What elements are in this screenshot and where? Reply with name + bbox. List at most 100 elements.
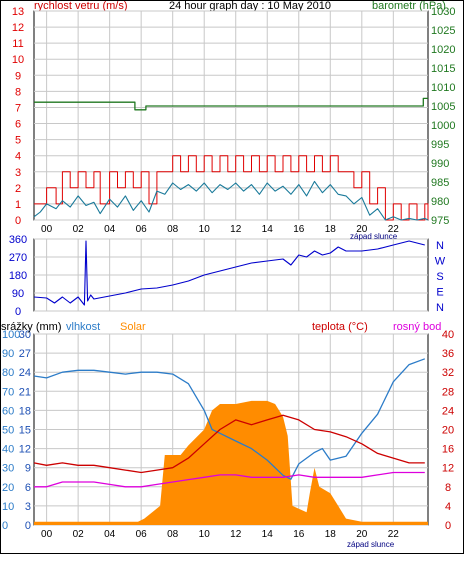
wind-speed-tick-label: 13 (12, 6, 24, 18)
wind-speed-tick-label: 10 (12, 54, 24, 66)
humidity-line (33, 358, 426, 480)
top-x-tick-label: 20 (356, 224, 368, 235)
wind-direction-line (33, 240, 425, 306)
bottom-x-tick-label: 20 (356, 529, 368, 540)
temperature-tick-label: 28 (442, 386, 454, 398)
humidity-tick-label: 60 (2, 405, 14, 417)
sunset-label-bottom: západ slunce (347, 540, 395, 549)
dewpoint-line (34, 471, 425, 488)
sunset-label-top: západ slunce (350, 232, 398, 241)
temperature-tick-label: 8 (445, 482, 451, 494)
temperature-tick-label: 4 (445, 501, 451, 513)
temperature-tick-label: 20 (442, 425, 454, 437)
humidity-tick-label: 0 (2, 520, 8, 532)
compass-label: N (436, 240, 444, 252)
compass-label: S (436, 271, 443, 283)
pressure-tick-label: 1025 (431, 25, 455, 37)
direction-tick-label: 360 (9, 234, 27, 246)
solar-legend: Solar (120, 321, 146, 333)
wind-speed-tick-label: 6 (15, 119, 21, 131)
temperature-legend: teplota (°C) (312, 321, 368, 333)
temperature-tick-label: 0 (445, 520, 451, 532)
compass-label: W (435, 256, 446, 268)
pressure-tick-label: 1020 (431, 44, 455, 56)
humidity-tick-label: 70 (2, 386, 14, 398)
bottom-x-tick-label: 14 (262, 529, 274, 540)
precip-tick-label: 24 (19, 367, 31, 379)
bottom-x-tick-label: 00 (41, 529, 53, 540)
top-x-tick-label: 02 (73, 224, 85, 235)
fill-layer (34, 400, 428, 525)
wind-speed-tick-label: 9 (15, 70, 21, 82)
humidity-tick-label: 30 (2, 463, 14, 475)
pressure-line (34, 97, 428, 111)
pressure-tick-label: 990 (431, 158, 449, 170)
top-x-tick-label: 10 (199, 224, 211, 235)
solar-area (34, 400, 428, 525)
temperature-tick-label: 36 (442, 348, 454, 360)
wind-speed-tick-label: 11 (12, 38, 23, 50)
graph-title: 24 hour graph day : 10 May 2010 (169, 0, 331, 12)
top-x-tick-label: 22 (388, 224, 400, 235)
precip-tick-label: 30 (19, 329, 31, 341)
temperature-tick-label: 24 (442, 405, 454, 417)
wind-speed-tick-label: 1 (15, 199, 21, 211)
humidity-tick-label: 40 (2, 444, 14, 456)
direction-tick-label: 0 (15, 306, 21, 318)
wind-speed-tick-label: 0 (15, 215, 21, 227)
precip-tick-label: 6 (25, 482, 31, 494)
wind-speed-tick-label: 3 (15, 167, 21, 179)
pressure-tick-label: 995 (431, 139, 449, 151)
precip-tick-label: 3 (25, 501, 31, 513)
direction-tick-label: 90 (12, 288, 24, 300)
line-layer (33, 97, 429, 488)
humidity-tick-label: 80 (2, 367, 14, 379)
temperature-tick-label: 40 (442, 329, 454, 341)
top-x-tick-label: 04 (104, 224, 116, 235)
pressure-tick-label: 975 (431, 215, 449, 227)
precip-legend: srážky (mm) (1, 321, 62, 333)
wind-speed-tick-label: 5 (15, 135, 21, 147)
precip-tick-label: 9 (25, 463, 31, 475)
direction-tick-label: 270 (9, 252, 27, 264)
pressure-tick-label: 1015 (431, 63, 455, 75)
precip-tick-label: 0 (25, 520, 31, 532)
temperature-tick-label: 16 (442, 444, 454, 456)
pressure-tick-label: 1010 (431, 82, 455, 94)
wind-speed-title: rychlost vetru (m/s) (34, 0, 128, 12)
bottom-x-tick-label: 12 (230, 529, 242, 540)
top-x-tick-label: 14 (262, 224, 274, 235)
pressure-tick-label: 1030 (431, 6, 455, 18)
humidity-tick-label: 50 (2, 425, 14, 437)
pressure-tick-label: 985 (431, 177, 449, 189)
bottom-x-tick-label: 18 (325, 529, 337, 540)
top-x-tick-label: 18 (325, 224, 337, 235)
temperature-tick-label: 32 (442, 367, 454, 379)
humidity-tick-label: 90 (2, 348, 14, 360)
bottom-x-tick-label: 06 (136, 529, 148, 540)
temperature-tick-label: 12 (442, 463, 454, 475)
pressure-tick-label: 980 (431, 196, 449, 208)
precip-tick-label: 18 (19, 405, 31, 417)
wind-speed-tick-label: 7 (15, 102, 21, 114)
wind-speed-tick-label: 8 (15, 86, 21, 98)
dewpoint-legend: rosný bod (393, 321, 441, 333)
top-x-tick-label: 16 (293, 224, 305, 235)
precip-tick-label: 21 (19, 386, 31, 398)
top-x-tick-label: 08 (167, 224, 179, 235)
bottom-x-tick-label: 04 (104, 529, 116, 540)
bottom-x-tick-label: 16 (293, 529, 305, 540)
wind-speed-tick-label: 12 (12, 22, 24, 34)
compass-label: N (436, 302, 444, 314)
wind-speed-tick-label: 2 (15, 183, 21, 195)
temperature-line (33, 414, 425, 474)
wind-speed-tick-label: 4 (15, 151, 21, 163)
bottom-x-tick-label: 08 (167, 529, 179, 540)
direction-tick-label: 180 (9, 270, 27, 282)
precip-tick-label: 12 (19, 444, 31, 456)
humidity-tick-label: 10 (2, 501, 14, 513)
pressure-tick-label: 1000 (431, 120, 455, 132)
top-x-tick-label: 06 (136, 224, 148, 235)
wind-gust-line (34, 155, 429, 221)
